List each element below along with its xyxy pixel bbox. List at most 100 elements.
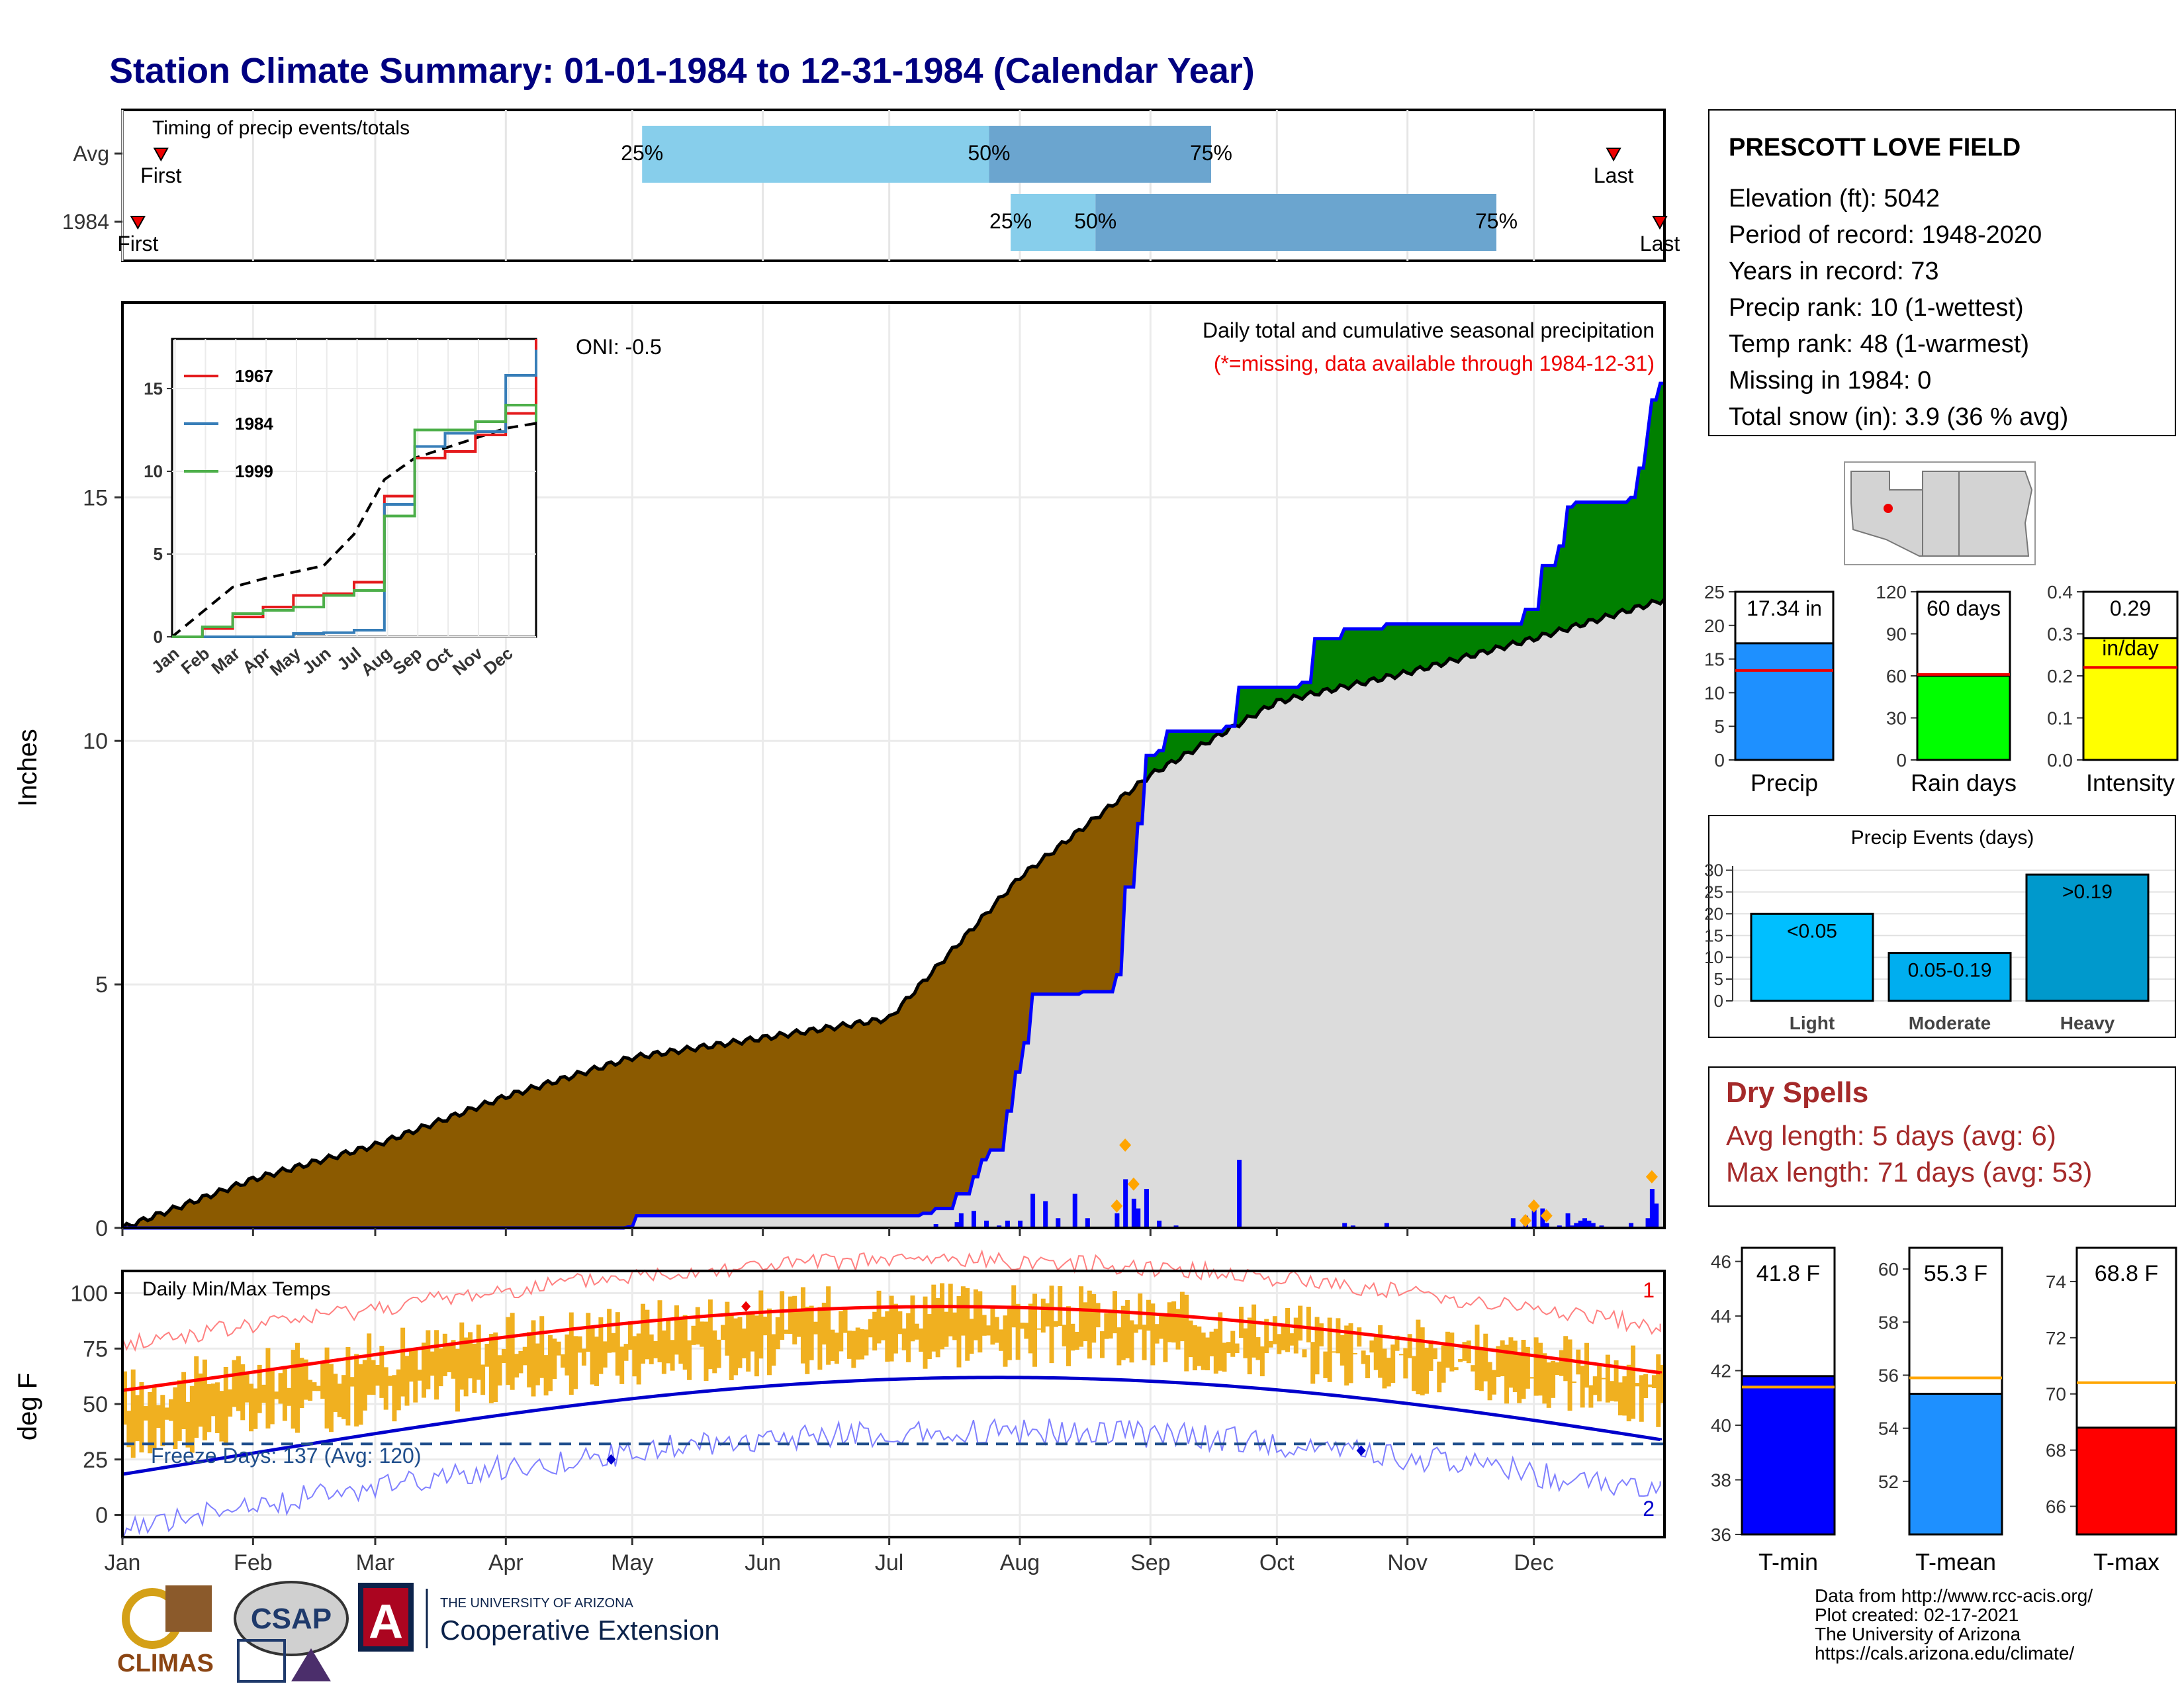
daily-temp-bar	[948, 1284, 953, 1336]
daily-temp-bar	[126, 1411, 132, 1448]
daily-precip-bar	[984, 1220, 989, 1228]
precip-annotation: Daily total and cumulative seasonal prec…	[1203, 318, 1655, 342]
temp-bar-y-tick: 66	[2046, 1497, 2066, 1517]
summary-y-tick: 120	[1876, 582, 1907, 602]
daily-temp-bar	[771, 1334, 776, 1366]
station-name: PRESCOTT LOVE FIELD	[1729, 134, 2021, 162]
summary-y-tick: 0.0	[2047, 750, 2073, 771]
daily-temp-bar	[552, 1338, 557, 1380]
daily-temp-bar	[775, 1317, 780, 1350]
daily-temp-bar	[1475, 1325, 1480, 1391]
daily-precip-bar	[1085, 1218, 1090, 1228]
daily-temp-bar	[796, 1309, 801, 1337]
inset-y-tick: 15	[144, 379, 163, 399]
daily-temp-bar	[981, 1315, 987, 1336]
daily-temp-bar	[383, 1367, 388, 1410]
daily-temp-bar	[442, 1333, 447, 1376]
pct-25: 25%	[621, 141, 663, 165]
daily-temp-bar	[257, 1364, 262, 1413]
daily-temp-bar	[358, 1364, 363, 1425]
daily-temp-bar	[1617, 1382, 1623, 1416]
temp-bar-y-tick: 72	[2046, 1328, 2066, 1348]
daily-temp-bar	[1496, 1346, 1501, 1378]
daily-temp-bar	[1348, 1323, 1353, 1383]
daily-temp-bar	[299, 1358, 304, 1409]
daily-temp-bar	[1512, 1340, 1518, 1392]
daily-temp-bar	[586, 1313, 591, 1352]
summary-y-tick: 0.2	[2047, 666, 2073, 686]
daily-temp-bar	[910, 1295, 915, 1342]
daily-temp-bar	[396, 1369, 401, 1411]
events-y-tick: 30	[1704, 861, 1723, 880]
daily-temp-bar	[1175, 1309, 1181, 1350]
csap-logo	[234, 1581, 349, 1683]
event-bar-value: <0.05	[1787, 920, 1837, 942]
daily-temp-bar	[678, 1319, 684, 1364]
daily-temp-bar	[527, 1332, 532, 1387]
daily-precip-bar	[1582, 1218, 1588, 1228]
daily-temp-bar	[746, 1312, 751, 1372]
daily-temp-bar	[1529, 1377, 1535, 1379]
daily-temp-bar	[535, 1343, 540, 1385]
daily-temp-bar	[1222, 1342, 1227, 1372]
summary-bar	[1916, 675, 2011, 761]
daily-temp-bar	[514, 1354, 520, 1378]
daily-temp-bar	[594, 1336, 599, 1386]
daily-temp-bar	[919, 1328, 924, 1352]
daily-temp-bar	[177, 1380, 182, 1441]
pct-50: 50%	[1074, 209, 1116, 233]
daily-temp-bar	[354, 1354, 359, 1427]
timing-marker-label: First	[117, 232, 158, 256]
temp-y-axis-label: deg F	[13, 1373, 42, 1440]
ua-logo	[358, 1583, 428, 1652]
daily-temp-bar	[337, 1383, 342, 1417]
daily-temp-bar	[872, 1311, 878, 1351]
daily-temp-bar	[206, 1384, 212, 1432]
summary-y-tick: 90	[1886, 624, 1907, 645]
daily-temp-bar	[712, 1330, 717, 1374]
daily-temp-bar	[725, 1301, 730, 1356]
temp-y-tick: 25	[83, 1448, 108, 1473]
daily-temp-bar	[451, 1340, 456, 1379]
daily-precip-bar	[1565, 1213, 1570, 1228]
events-y-tick: 20	[1704, 904, 1723, 923]
summary-bar-label: Precip	[1751, 769, 1818, 796]
daily-temp-bar	[388, 1376, 393, 1386]
temp-bar-value: 55.3 F	[1924, 1261, 1987, 1286]
daily-temp-bar	[1361, 1350, 1366, 1364]
temp-bar-y-tick: 36	[1711, 1524, 1731, 1545]
daily-temp-bar	[1159, 1313, 1164, 1339]
daily-temp-bar	[893, 1303, 898, 1354]
daily-temp-bar	[371, 1360, 376, 1395]
daily-precip-bar	[954, 1222, 960, 1228]
timing-marker-label: Last	[1594, 164, 1634, 187]
daily-precip-bar	[1578, 1220, 1583, 1228]
csap-mountain-icon	[291, 1648, 331, 1681]
temp-bar-y-tick: 74	[2046, 1272, 2066, 1292]
marker-triangle	[1652, 216, 1668, 230]
dry-spells-box	[1708, 1066, 2176, 1207]
daily-temp-bar	[834, 1333, 839, 1364]
event-bar-value: >0.19	[2062, 881, 2113, 903]
daily-temp-bar	[379, 1346, 385, 1398]
daily-temp-bar	[488, 1334, 494, 1403]
daily-temp-bar	[846, 1331, 852, 1359]
summary-bar	[2082, 637, 2179, 761]
daily-temp-bar	[1070, 1323, 1075, 1351]
daily-temp-bar	[501, 1348, 506, 1364]
daily-temp-bar	[577, 1336, 582, 1353]
daily-precip-bar	[1384, 1223, 1389, 1228]
daily-temp-bar	[1289, 1333, 1295, 1346]
record-high-marker	[741, 1301, 751, 1312]
daily-temp-bar	[1445, 1331, 1450, 1368]
temp-bar-y-tick: 60	[1878, 1259, 1899, 1280]
daily-temp-bar	[602, 1341, 608, 1368]
daily-precip-bar	[1586, 1220, 1592, 1228]
event-bar-label: Heavy	[2060, 1013, 2115, 1033]
daily-temp-bar	[1087, 1290, 1092, 1359]
daily-temp-bar	[459, 1322, 465, 1390]
daily-temp-bar	[1533, 1337, 1539, 1396]
daily-temp-bar	[860, 1329, 865, 1360]
daily-temp-bar	[1306, 1307, 1311, 1342]
